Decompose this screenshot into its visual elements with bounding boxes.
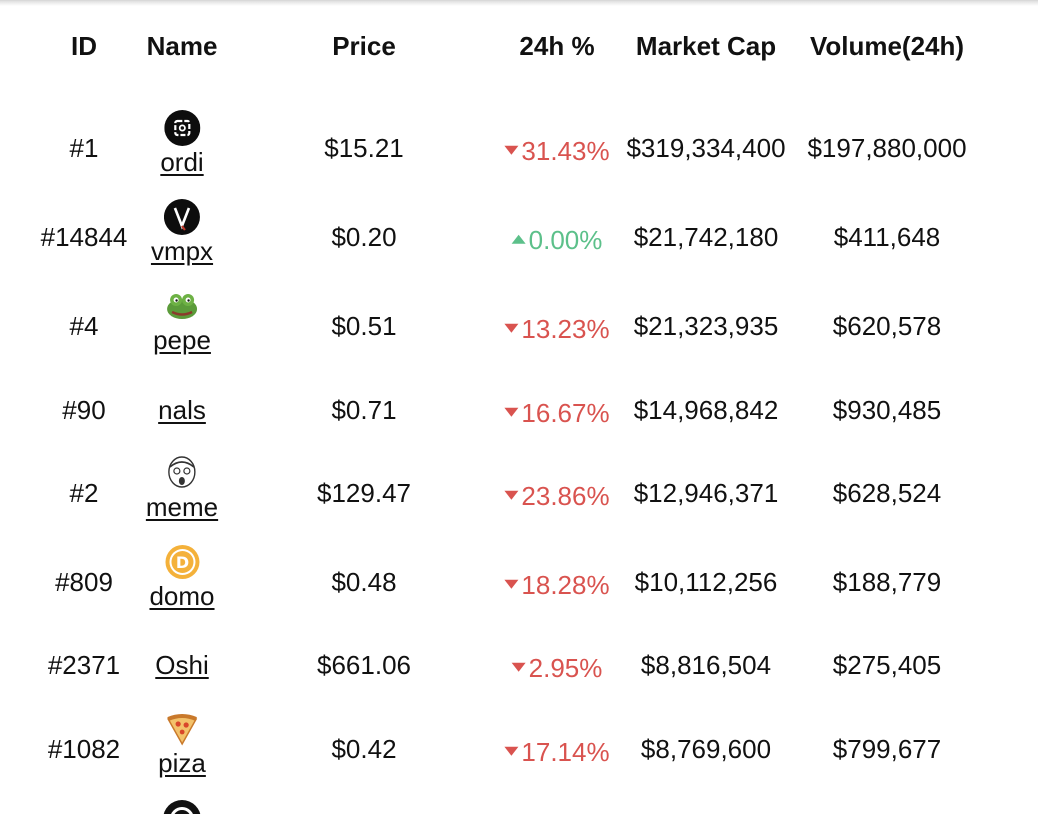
- coin-name-cell: pepe: [153, 288, 211, 356]
- change-value: 0.00%: [528, 224, 603, 255]
- coin-name-cell: Oshi: [155, 649, 208, 681]
- coin-name-link[interactable]: Oshi: [155, 650, 209, 680]
- coin-price: $129.47: [317, 478, 411, 508]
- coin-name-cell: nals: [158, 394, 206, 426]
- coin-name-cell: ordi: [160, 110, 204, 178]
- triangle-down-icon: [504, 407, 519, 417]
- domo-coin-icon: D: [164, 544, 200, 580]
- coin-24h-change: 23.86%: [504, 475, 610, 512]
- meme-face-icon: [164, 455, 200, 491]
- header-24h-change[interactable]: 24h %: [519, 31, 595, 61]
- coin-name-cell: piza: [158, 711, 206, 779]
- coin-market-cap: $8,769,600: [640, 734, 772, 764]
- header-market-cap[interactable]: Market Cap: [635, 31, 777, 61]
- table-header: ID Name Price 24h % Market Cap Volume(24…: [0, 28, 1038, 68]
- coin-price: $0.20: [331, 222, 397, 252]
- coin-name-link[interactable]: pepe: [153, 325, 211, 355]
- coin-volume: $197,880,000: [807, 133, 967, 163]
- coin-volume: $411,648: [833, 222, 941, 252]
- coin-volume: $188,779: [832, 567, 942, 597]
- coin-volume: $930,485: [832, 395, 942, 425]
- coin-name-cell: meme: [146, 455, 218, 523]
- coin-name-link[interactable]: ordi: [160, 147, 204, 177]
- coin-rank: #4: [69, 311, 99, 341]
- coin-market-cap: $10,112,256: [634, 567, 778, 597]
- coin-price: $0.51: [331, 311, 397, 341]
- coin-price: $0.42: [331, 734, 397, 764]
- change-value: 16.67%: [521, 397, 610, 428]
- coin-market-cap: $21,323,935: [633, 311, 779, 341]
- triangle-down-icon: [504, 145, 519, 155]
- triangle-down-icon: [504, 323, 519, 333]
- header-price[interactable]: Price: [332, 31, 396, 61]
- coin-price: $0.71: [331, 395, 397, 425]
- change-value: 17.14%: [521, 736, 610, 767]
- coin-name-link[interactable]: nals: [158, 395, 206, 425]
- coin-volume: $799,677: [832, 734, 942, 764]
- coin-24h-change: 0.00%: [511, 219, 603, 256]
- coin-rank: #14844: [40, 222, 128, 252]
- coin-name-cell: vmpx: [151, 199, 213, 267]
- change-value: 18.28%: [521, 569, 610, 600]
- coin-name-link[interactable]: vmpx: [150, 236, 214, 266]
- coin-price: $661.06: [317, 650, 411, 680]
- coin-market-cap: $21,742,180: [633, 222, 779, 252]
- coin-24h-change: 16.67%: [504, 392, 610, 429]
- triangle-down-icon: [504, 579, 519, 589]
- coin-rank: #1082: [47, 734, 121, 764]
- header-name[interactable]: Name: [146, 31, 218, 61]
- coin-24h-change: 18.28%: [504, 564, 610, 601]
- change-value: 2.95%: [528, 652, 603, 683]
- ordi-logo-icon: [163, 110, 200, 146]
- coin-volume: $275,405: [832, 650, 942, 680]
- coin-volume: $628,524: [832, 478, 942, 508]
- coin-rank: #2371: [47, 650, 121, 680]
- triangle-up-icon: [511, 234, 526, 244]
- triangle-down-icon: [504, 746, 519, 756]
- change-value: 31.43%: [521, 135, 610, 166]
- coin-name-link[interactable]: piza: [158, 748, 206, 778]
- triangle-down-icon: [511, 662, 526, 672]
- coin-market-cap: $12,946,371: [633, 478, 779, 508]
- coin-market-cap: $319,334,400: [626, 133, 786, 163]
- header-volume[interactable]: Volume(24h): [809, 31, 965, 61]
- coin-24h-change: 13.23%: [504, 308, 610, 345]
- top-shadow: [0, 0, 1038, 6]
- partial-coin-icon: [163, 800, 201, 814]
- coin-price: $15.21: [324, 133, 404, 163]
- coin-rank: #809: [55, 567, 113, 597]
- coin-rank: #90: [62, 395, 106, 425]
- coin-rank: #2: [69, 478, 99, 508]
- coin-24h-change: 31.43%: [504, 130, 610, 167]
- triangle-down-icon: [504, 490, 519, 500]
- coin-24h-change: 17.14%: [504, 731, 610, 768]
- coin-24h-change: 2.95%: [511, 647, 603, 684]
- pepe-frog-icon: [164, 288, 200, 324]
- change-value: 23.86%: [521, 480, 610, 511]
- coin-price: $0.48: [331, 567, 397, 597]
- change-value: 13.23%: [521, 313, 610, 344]
- coin-market-cap: $8,816,504: [640, 650, 772, 680]
- header-id[interactable]: ID: [71, 31, 97, 61]
- coin-rank: #1: [69, 133, 99, 163]
- svg-text:D: D: [175, 553, 188, 572]
- coin-name-link[interactable]: domo: [149, 581, 215, 611]
- vmpx-logo-icon: [164, 199, 200, 235]
- coin-name-link[interactable]: meme: [145, 492, 219, 522]
- coin-market-cap: $14,968,842: [633, 395, 779, 425]
- pizza-slice-icon: [164, 711, 200, 747]
- coin-volume: $620,578: [832, 311, 942, 341]
